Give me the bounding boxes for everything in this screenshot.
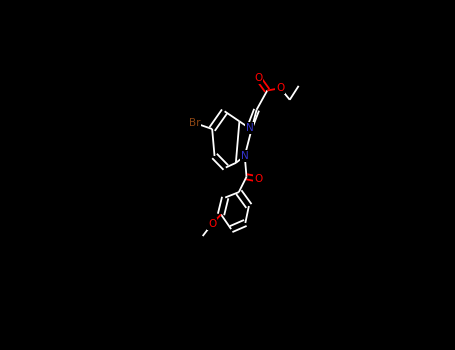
Text: O: O <box>254 73 263 83</box>
Text: O: O <box>208 219 216 229</box>
Text: Br: Br <box>189 118 200 128</box>
Text: N: N <box>241 151 248 161</box>
Text: N: N <box>246 123 253 133</box>
Text: O: O <box>276 83 284 93</box>
Text: O: O <box>254 174 263 184</box>
